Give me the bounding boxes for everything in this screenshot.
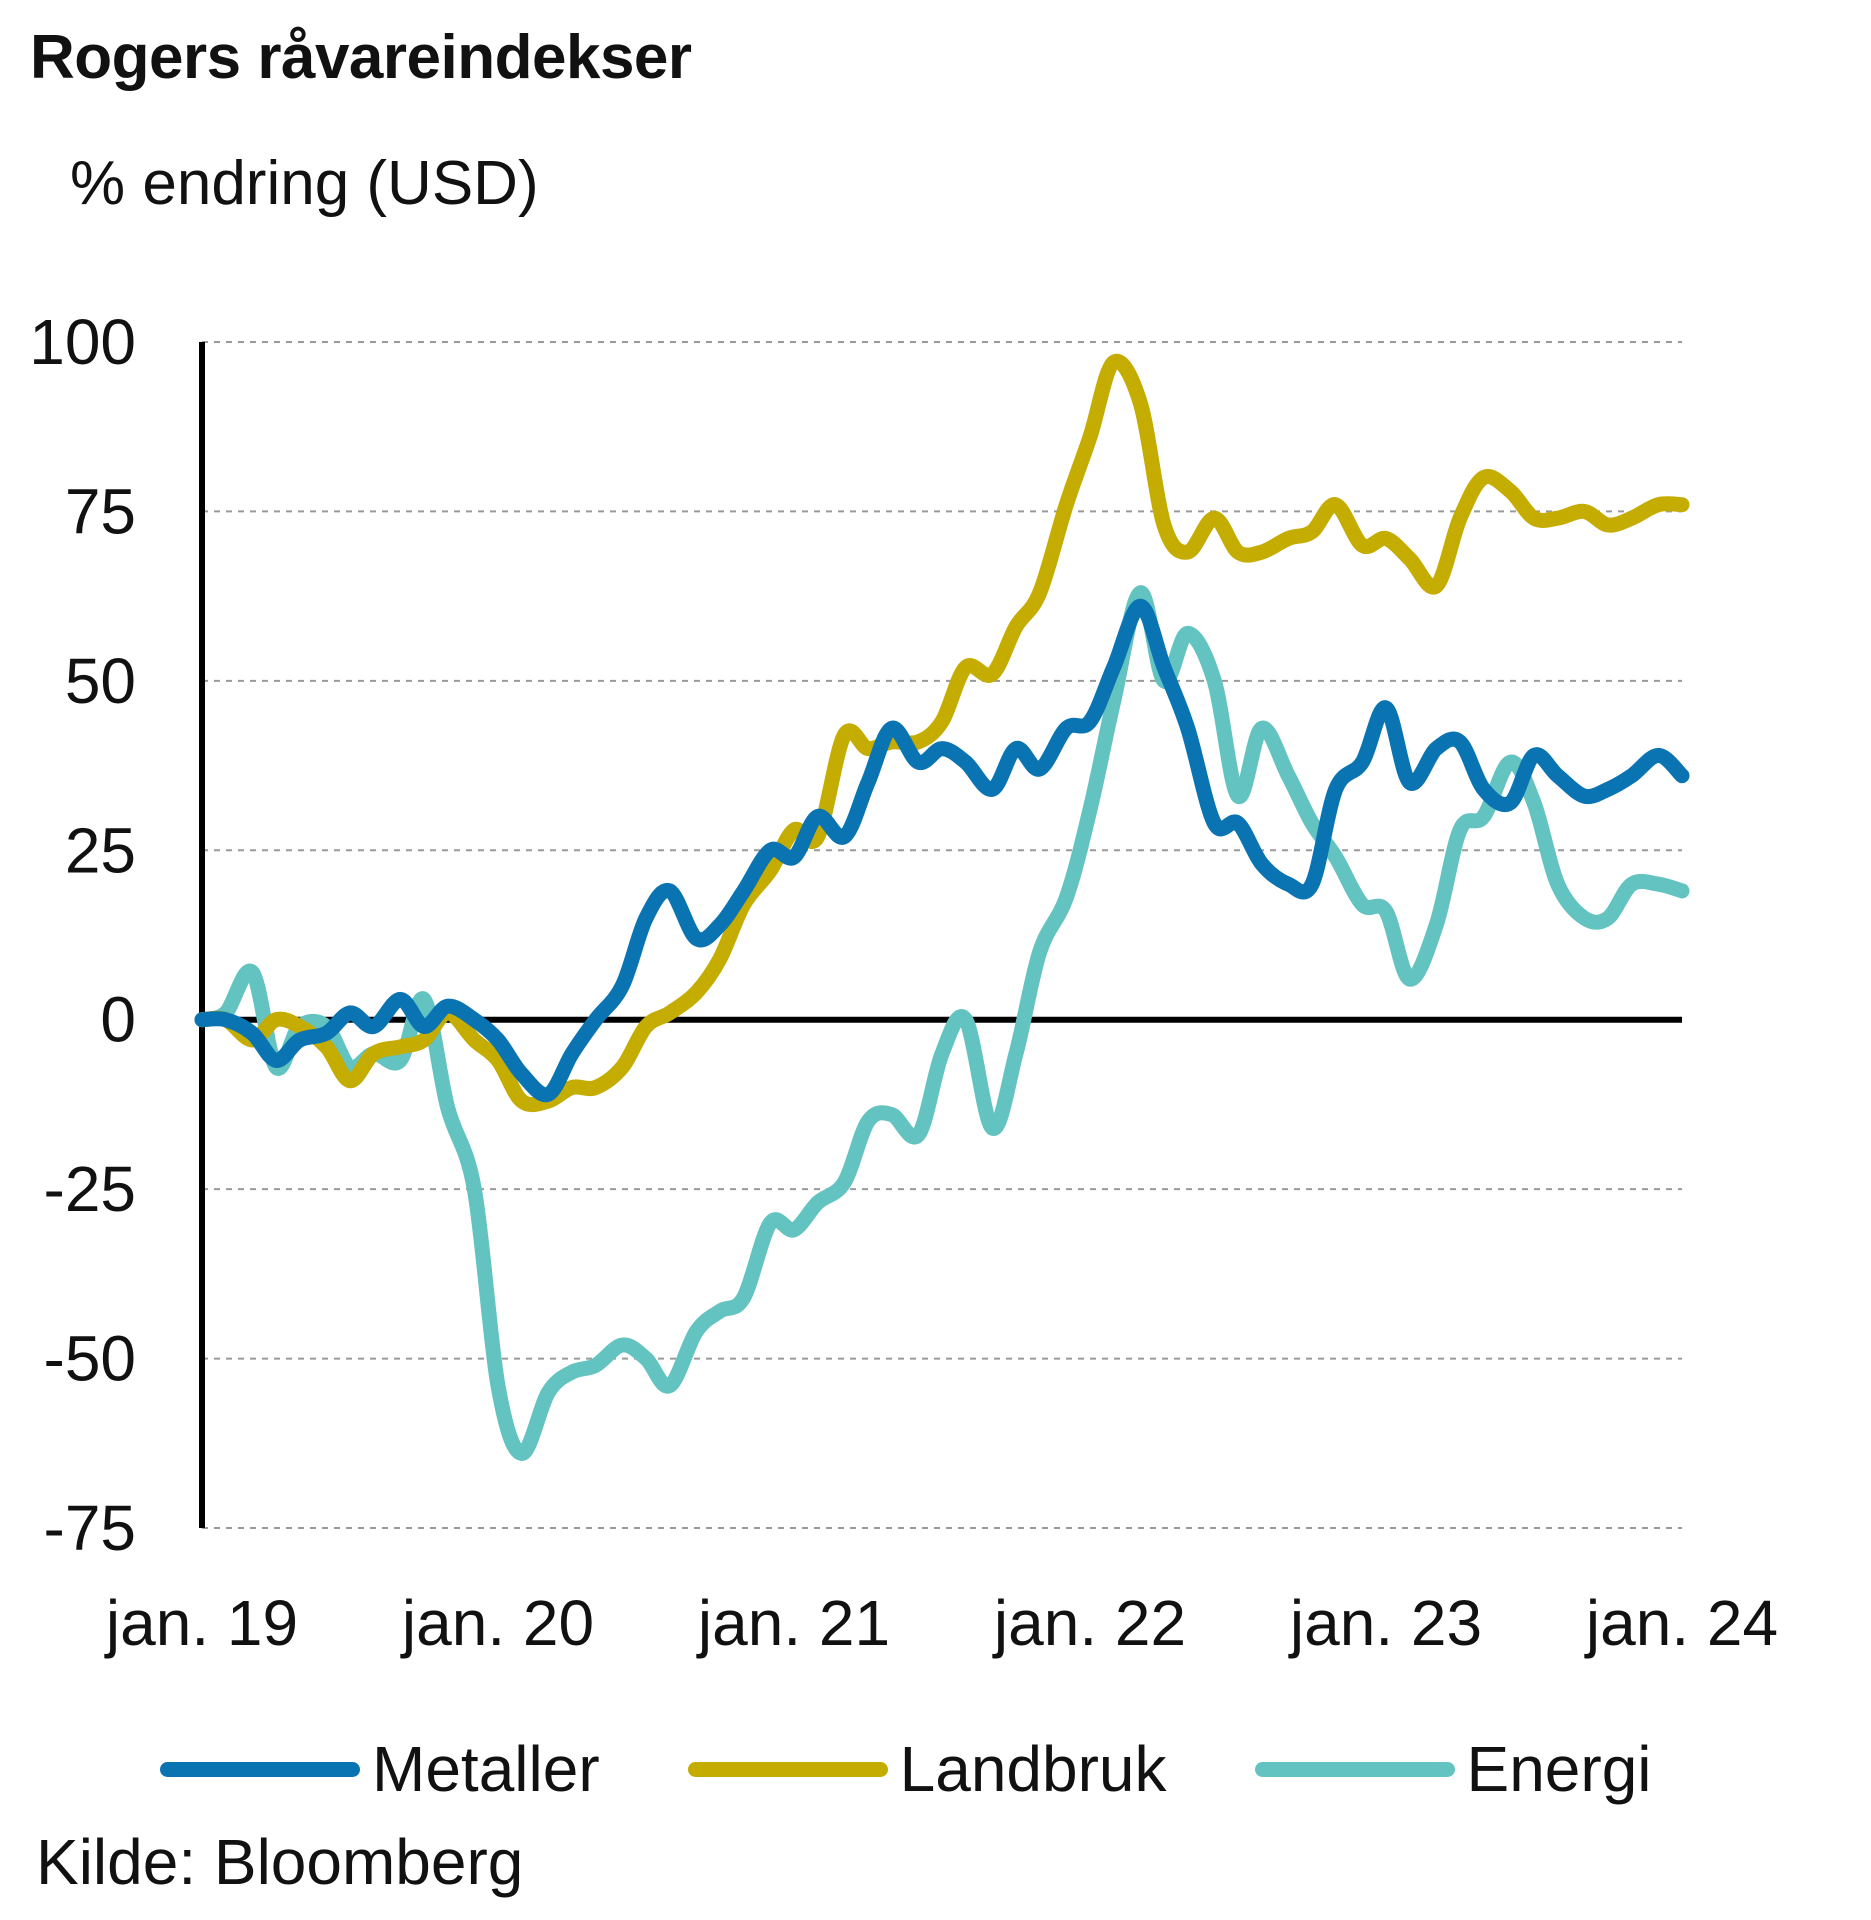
y-tick-labels: 100 75 50 25 0 -25 -50 -75 — [29, 306, 136, 1564]
y-axis-unit-label: % endring (USD) — [70, 149, 539, 218]
x-tick-label: jan. 23 — [1288, 1587, 1482, 1659]
y-tick-label: 25 — [65, 814, 136, 886]
legend-swatch-metaller — [160, 1761, 360, 1777]
legend-item-metaller: Metaller — [160, 1732, 600, 1806]
legend-item-landbruk: Landbruk — [687, 1732, 1167, 1806]
legend-label-energi: Energi — [1466, 1733, 1652, 1805]
y-tick-label: 100 — [29, 306, 136, 378]
series-line-energi — [194, 585, 1690, 1461]
line-chart: 100 75 50 25 0 -25 -50 -75 jan. 19 jan. 20 jan. 2… — [29, 306, 1778, 1659]
legend-label-landbruk: Landbruk — [899, 1733, 1167, 1805]
y-tick-label: -25 — [44, 1153, 137, 1225]
x-tick-label: jan. 21 — [696, 1587, 890, 1659]
y-tick-label: -50 — [44, 1323, 137, 1395]
series-line-metaller — [194, 598, 1690, 1103]
x-tick-label: jan. 19 — [104, 1587, 298, 1659]
x-tick-label: jan. 24 — [1584, 1587, 1778, 1659]
legend: Metaller Landbruk Energi — [160, 1732, 1740, 1806]
y-tick-label: 50 — [65, 645, 136, 717]
chart-title: Rogers råvareindekser — [30, 23, 692, 92]
legend-label-metaller: Metaller — [372, 1733, 600, 1805]
y-tick-label: -75 — [44, 1492, 137, 1564]
x-tick-label: jan. 20 — [400, 1587, 594, 1659]
legend-swatch-energi — [1254, 1761, 1455, 1777]
x-tick-label: jan. 22 — [992, 1587, 1186, 1659]
source-note: Kilde: Bloomberg — [36, 1826, 524, 1898]
legend-item-energi: Energi — [1254, 1732, 1652, 1806]
x-tick-labels: jan. 19 jan. 20 jan. 21 jan. 22 jan. 23 jan. … — [104, 1587, 1778, 1659]
y-tick-label: 0 — [100, 984, 136, 1056]
legend-swatch-landbruk — [687, 1761, 888, 1777]
series-lines — [194, 354, 1690, 1461]
y-tick-label: 75 — [65, 475, 136, 547]
